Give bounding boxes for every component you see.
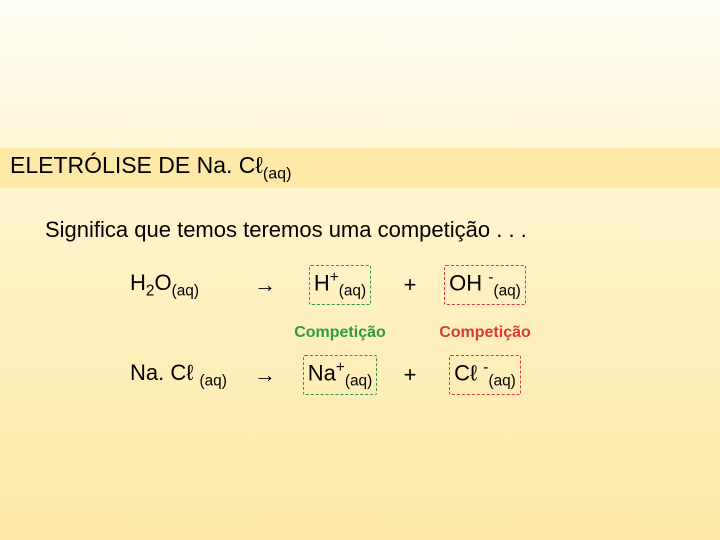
title-text: ELETRÓLISE DE Na. Cℓ(aq) <box>10 152 291 184</box>
competition-label-red: Competição <box>439 324 531 341</box>
title-sub: (aq) <box>263 165 292 183</box>
eq2-anion-cell: Cℓ -(aq) <box>430 355 540 395</box>
eq2-anion-base: Cℓ <box>454 360 483 385</box>
eq1-reactant-mid: O <box>154 270 171 295</box>
comp-label-red-cell: Competição <box>430 317 540 343</box>
title-prefix: ELETRÓLISE DE Na. Cℓ <box>10 152 263 178</box>
equation-row-1: H2O(aq) → H+(aq) + OH -(aq) <box>130 260 650 310</box>
eq1-cation-sub: (aq) <box>339 283 366 300</box>
competition-label-green: Competição <box>294 324 386 341</box>
eq2-cation-sub: (aq) <box>345 373 372 390</box>
eq2-plus: + <box>390 362 430 388</box>
eq1-reactant: H2O(aq) <box>130 270 240 300</box>
eq1-arrow: → <box>240 272 290 298</box>
equation-area: H2O(aq) → H+(aq) + OH -(aq) Competição C… <box>130 260 650 400</box>
eq1-cation-box: H+(aq) <box>309 265 371 305</box>
eq1-anion-box: OH -(aq) <box>444 265 526 305</box>
eq2-reactant-sub: (aq) <box>199 372 226 389</box>
eq2-cation-base: Na <box>308 360 336 385</box>
eq1-plus: + <box>390 272 430 298</box>
eq1-reactant-sub2: (aq) <box>172 282 199 299</box>
eq2-reactant-base: Na. Cℓ <box>130 360 199 385</box>
eq2-cation-sup: + <box>336 359 345 376</box>
competition-labels-row: Competição Competição <box>130 310 650 350</box>
eq2-anion-box: Cℓ -(aq) <box>449 355 521 395</box>
title-band: ELETRÓLISE DE Na. Cℓ(aq) <box>0 148 720 188</box>
eq2-arrow: → <box>240 362 290 388</box>
eq1-cation-cell: H+(aq) <box>290 265 390 305</box>
subtitle: Significa que temos teremos uma competiç… <box>45 217 527 243</box>
eq1-cation-base: H <box>314 270 330 295</box>
eq1-anion-sub: (aq) <box>493 283 520 300</box>
eq1-reactant-base: H <box>130 270 146 295</box>
comp-label-green-cell: Competição <box>290 317 390 343</box>
equation-row-2: Na. Cℓ (aq) → Na+(aq) + Cℓ -(aq) <box>130 350 650 400</box>
eq2-anion-sub: (aq) <box>488 373 515 390</box>
eq2-cation-box: Na+(aq) <box>303 355 378 395</box>
eq1-anion-cell: OH -(aq) <box>430 265 540 305</box>
eq2-reactant: Na. Cℓ (aq) <box>130 360 240 390</box>
eq1-cation-sup: + <box>330 269 339 286</box>
eq2-cation-cell: Na+(aq) <box>290 355 390 395</box>
eq1-anion-base: OH <box>449 270 488 295</box>
